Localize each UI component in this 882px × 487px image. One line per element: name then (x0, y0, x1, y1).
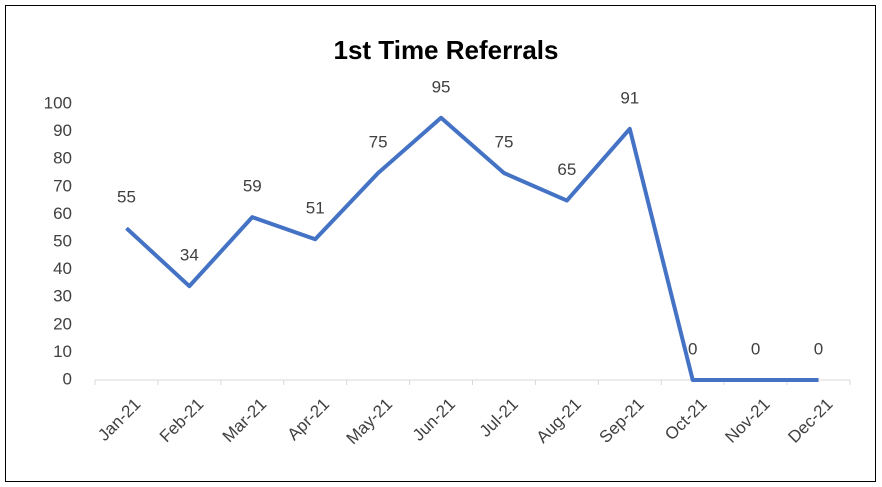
data-label: 55 (117, 188, 136, 207)
y-tick-label: 0 (63, 369, 72, 388)
data-label: 75 (494, 132, 513, 151)
chart-title: 1st Time Referrals (334, 35, 559, 65)
data-label: 0 (814, 339, 823, 358)
y-tick-label: 10 (53, 342, 72, 361)
y-tick-label: 40 (53, 259, 72, 278)
data-label: 0 (688, 339, 697, 358)
chart-frame (5, 5, 876, 482)
data-label: 91 (620, 88, 639, 107)
y-tick-label: 20 (53, 314, 72, 333)
line-series (125, 115, 819, 382)
y-tick-label: 70 (53, 176, 72, 195)
data-label: 95 (432, 77, 451, 96)
y-tick-label: 100 (44, 93, 72, 112)
data-label: 34 (180, 246, 199, 265)
data-label: 59 (243, 177, 262, 196)
data-label: 0 (751, 339, 760, 358)
data-label: 65 (557, 160, 576, 179)
data-label: 75 (369, 132, 388, 151)
y-tick-label: 60 (53, 204, 72, 223)
data-label: 51 (306, 199, 325, 218)
y-tick-label: 80 (53, 149, 72, 168)
y-tick-label: 50 (53, 231, 72, 250)
y-tick-label: 30 (53, 287, 72, 306)
y-tick-label: 90 (53, 121, 72, 140)
